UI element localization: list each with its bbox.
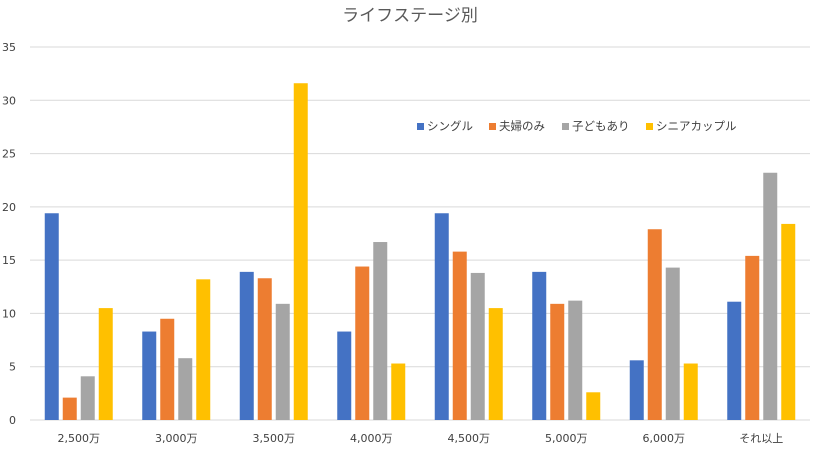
legend-swatch bbox=[417, 123, 424, 130]
bar bbox=[373, 242, 388, 420]
bar bbox=[62, 397, 77, 420]
x-tick-label: 5,000万 bbox=[545, 432, 588, 445]
legend-label: シングル bbox=[427, 119, 473, 133]
bar bbox=[683, 363, 698, 420]
bar bbox=[452, 251, 467, 420]
bar bbox=[293, 83, 308, 420]
y-tick-label: 30 bbox=[2, 94, 16, 107]
bar bbox=[781, 223, 796, 420]
bar bbox=[470, 272, 485, 420]
legend-label: シニアカップル bbox=[656, 119, 737, 133]
bar bbox=[532, 271, 547, 420]
bar bbox=[142, 331, 157, 420]
legend: シングル 夫婦のみ 子どもあり シニアカップル bbox=[417, 119, 737, 133]
bar bbox=[239, 271, 254, 420]
x-tick-label: 6,000万 bbox=[643, 432, 686, 445]
bar bbox=[80, 376, 95, 420]
bar bbox=[550, 303, 565, 420]
x-tick-label: 2,500万 bbox=[58, 432, 101, 445]
bar bbox=[763, 172, 778, 420]
bars bbox=[44, 83, 796, 420]
legend-swatch bbox=[489, 123, 496, 130]
y-tick-label: 10 bbox=[2, 307, 16, 320]
bar bbox=[44, 213, 59, 420]
bar bbox=[727, 301, 742, 420]
x-tick-label: それ以上 bbox=[739, 432, 783, 445]
y-tick-label: 0 bbox=[9, 414, 16, 427]
bar bbox=[275, 303, 290, 420]
legend-label: 夫婦のみ bbox=[499, 119, 545, 133]
bar bbox=[647, 229, 662, 420]
bar bbox=[178, 358, 193, 420]
gridlines bbox=[30, 46, 810, 421]
x-tick-label: 3,000万 bbox=[155, 432, 198, 445]
bar bbox=[355, 266, 370, 420]
x-tick-label: 3,500万 bbox=[253, 432, 296, 445]
chart-title: ライフステージ別 bbox=[342, 6, 478, 26]
legend-label: 子どもあり bbox=[572, 119, 630, 133]
x-tick-label: 4,000万 bbox=[350, 432, 393, 445]
y-tick-label: 5 bbox=[9, 361, 16, 374]
bar bbox=[434, 213, 449, 420]
y-tick-label: 20 bbox=[2, 201, 16, 214]
y-tick-label: 35 bbox=[2, 41, 16, 54]
y-tick-label: 15 bbox=[2, 254, 16, 267]
bar bbox=[98, 308, 113, 420]
bar bbox=[665, 267, 680, 420]
legend-swatch bbox=[562, 123, 569, 130]
bar bbox=[568, 300, 583, 420]
bar bbox=[257, 278, 272, 420]
bar bbox=[629, 360, 644, 420]
bar bbox=[337, 331, 352, 420]
bar bbox=[160, 318, 175, 420]
bar bbox=[586, 392, 601, 420]
bar bbox=[488, 308, 503, 420]
legend-swatch bbox=[646, 123, 653, 130]
bar bbox=[196, 279, 211, 420]
x-axis: 2,500万 3,000万 3,500万 4,000万 4,500万 5,000万 6,00… bbox=[58, 432, 784, 445]
x-tick-label: 4,500万 bbox=[448, 432, 491, 445]
y-axis: 0 5 10 15 20 25 30 35 bbox=[2, 41, 16, 427]
y-tick-label: 25 bbox=[2, 148, 16, 161]
bar bbox=[391, 363, 406, 420]
bar bbox=[745, 255, 760, 420]
